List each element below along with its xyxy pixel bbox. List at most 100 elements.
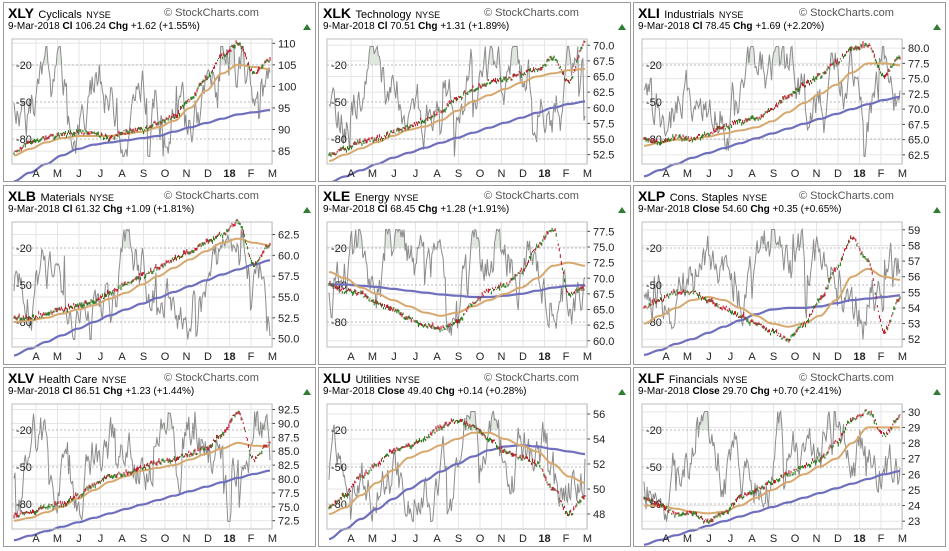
chart-panel-xlu: XLU Utilities NYSE © StockCharts.com 9-Mar… [318, 367, 631, 547]
price-tick-label: 29 [908, 422, 920, 434]
price-tick-label: 60.0 [593, 336, 614, 348]
month-label: F [563, 533, 570, 545]
month-label: F [248, 533, 255, 545]
chart-header: XLB Materials NYSE [8, 188, 114, 206]
price-chart: -20-50-8080.077.575.072.570.067.565.062.… [641, 38, 929, 180]
month-label: A [433, 533, 441, 545]
ma-50-line [328, 261, 586, 317]
chart-panel-xlb: XLB Materials NYSE © StockCharts.com 9-Mar… [3, 185, 316, 365]
price-tick-label: 48 [593, 509, 605, 521]
quote-date: 9-Mar-2018 [323, 204, 375, 215]
chart-panel-xlp: XLP Cons. Staples NYSE © StockCharts.com 9… [633, 185, 946, 365]
quote-date: 9-Mar-2018 [638, 386, 690, 397]
ma-50-line [13, 63, 271, 157]
price-tick-label: 53 [908, 319, 920, 331]
month-label: F [563, 168, 570, 180]
month-label: D [834, 533, 842, 545]
sector-name: Technology [355, 9, 412, 21]
quote-date: 9-Mar-2018 [638, 204, 690, 215]
quote-date: 9-Mar-2018 [638, 21, 690, 32]
month-label: M [268, 351, 277, 363]
price-tick-label: 57 [908, 256, 920, 268]
price-tick-label: 67.5 [593, 289, 614, 301]
month-label: J [391, 351, 397, 363]
oscillator-level-label: -80 [16, 499, 32, 511]
month-label: S [770, 533, 777, 545]
ticker-symbol: XLV [8, 370, 35, 386]
month-label: N [813, 168, 821, 180]
change-value: +0.70 (+2.41%) [772, 386, 842, 397]
month-label: M [368, 533, 377, 545]
change-label: Chg [418, 21, 438, 32]
chart-panel-xly: XLY Cyclicals NYSE © StockCharts.com 9-Mar… [3, 2, 316, 182]
month-label: A [748, 168, 756, 180]
chart-panel-xle: XLE Energy NYSE © StockCharts.com 9-Mar-20… [318, 185, 631, 365]
month-label: M [268, 168, 277, 180]
month-label: S [455, 351, 462, 363]
month-label: D [834, 168, 842, 180]
month-label: M [683, 168, 692, 180]
change-value: +1.09 (+1.81%) [125, 204, 195, 215]
ma-200-line [328, 444, 585, 541]
close-value: 70.51 [390, 21, 416, 32]
price-tick-label: 82.5 [278, 460, 299, 472]
oscillator-level-label: -50 [331, 462, 347, 474]
price-tick-label: 60.0 [593, 103, 614, 115]
oscillator-line [13, 410, 271, 522]
chart-header: XLV Health Care NYSE [8, 370, 126, 388]
month-label: J [391, 168, 397, 180]
price-tick-label: 87.5 [278, 432, 299, 444]
quote-line: 9-Mar-2018 Cl 61.32 Chg +1.09 (+1.81%) [8, 204, 194, 215]
price-tick-label: 56 [593, 409, 605, 421]
exchange-label: NYSE [86, 10, 111, 20]
month-label: F [563, 351, 570, 363]
month-label: J [76, 533, 82, 545]
chart-header: XLP Cons. Staples NYSE [638, 188, 767, 206]
price-chart: -20 -50 -80 70.0 67.5 65.0 62.5 60.0 57.5 55.0 52.… [326, 38, 614, 181]
month-label: M [683, 533, 692, 545]
month-label: A [748, 351, 756, 363]
watermark: © StockCharts.com [799, 372, 894, 384]
month-label: O [161, 533, 170, 545]
chart-header: XLF Financials NYSE [638, 370, 747, 388]
price-tick-label: 72.5 [593, 258, 614, 270]
change-label: Chg [750, 204, 770, 215]
price-tick-label: 85 [278, 146, 290, 158]
chart-panel-xli: XLI Industrials NYSE © StockCharts.com 9-M… [633, 2, 946, 182]
up-arrow-icon [933, 24, 941, 30]
plot-frame [11, 221, 273, 348]
change-value: +0.35 (+0.65%) [772, 204, 842, 215]
watermark: © StockCharts.com [799, 190, 894, 202]
month-label: J [98, 533, 104, 545]
month-label: 18 [853, 168, 865, 180]
month-label: O [791, 351, 800, 363]
up-arrow-icon [303, 389, 311, 395]
month-label: M [53, 168, 62, 180]
price-tick-label: 77.5 [593, 226, 614, 238]
plot-frame [641, 403, 903, 530]
month-label: 18 [538, 351, 550, 363]
ticker-symbol: XLE [323, 188, 351, 204]
plot-frame [326, 38, 588, 165]
price-tick-label: 52.5 [278, 313, 299, 325]
month-label: S [770, 168, 777, 180]
close-label: Cl [692, 21, 703, 32]
ma-200-line [644, 294, 901, 356]
month-label: J [76, 168, 82, 180]
oscillator-level-label: -50 [646, 97, 662, 109]
price-tick-label: 62.5 [908, 150, 929, 162]
price-tick-label: 75.0 [908, 74, 929, 86]
ma-200-line [13, 109, 270, 181]
ma-200-line [329, 283, 585, 299]
month-label: A [32, 168, 40, 180]
price-tick-label: 77.5 [278, 488, 299, 500]
price-tick-label: 26 [908, 469, 920, 481]
ma-200-line [14, 469, 270, 542]
price-tick-label: 62.5 [593, 87, 614, 99]
ma-200-line [643, 95, 901, 178]
month-label: J [706, 351, 712, 363]
month-label: N [813, 533, 821, 545]
month-label: O [791, 168, 800, 180]
